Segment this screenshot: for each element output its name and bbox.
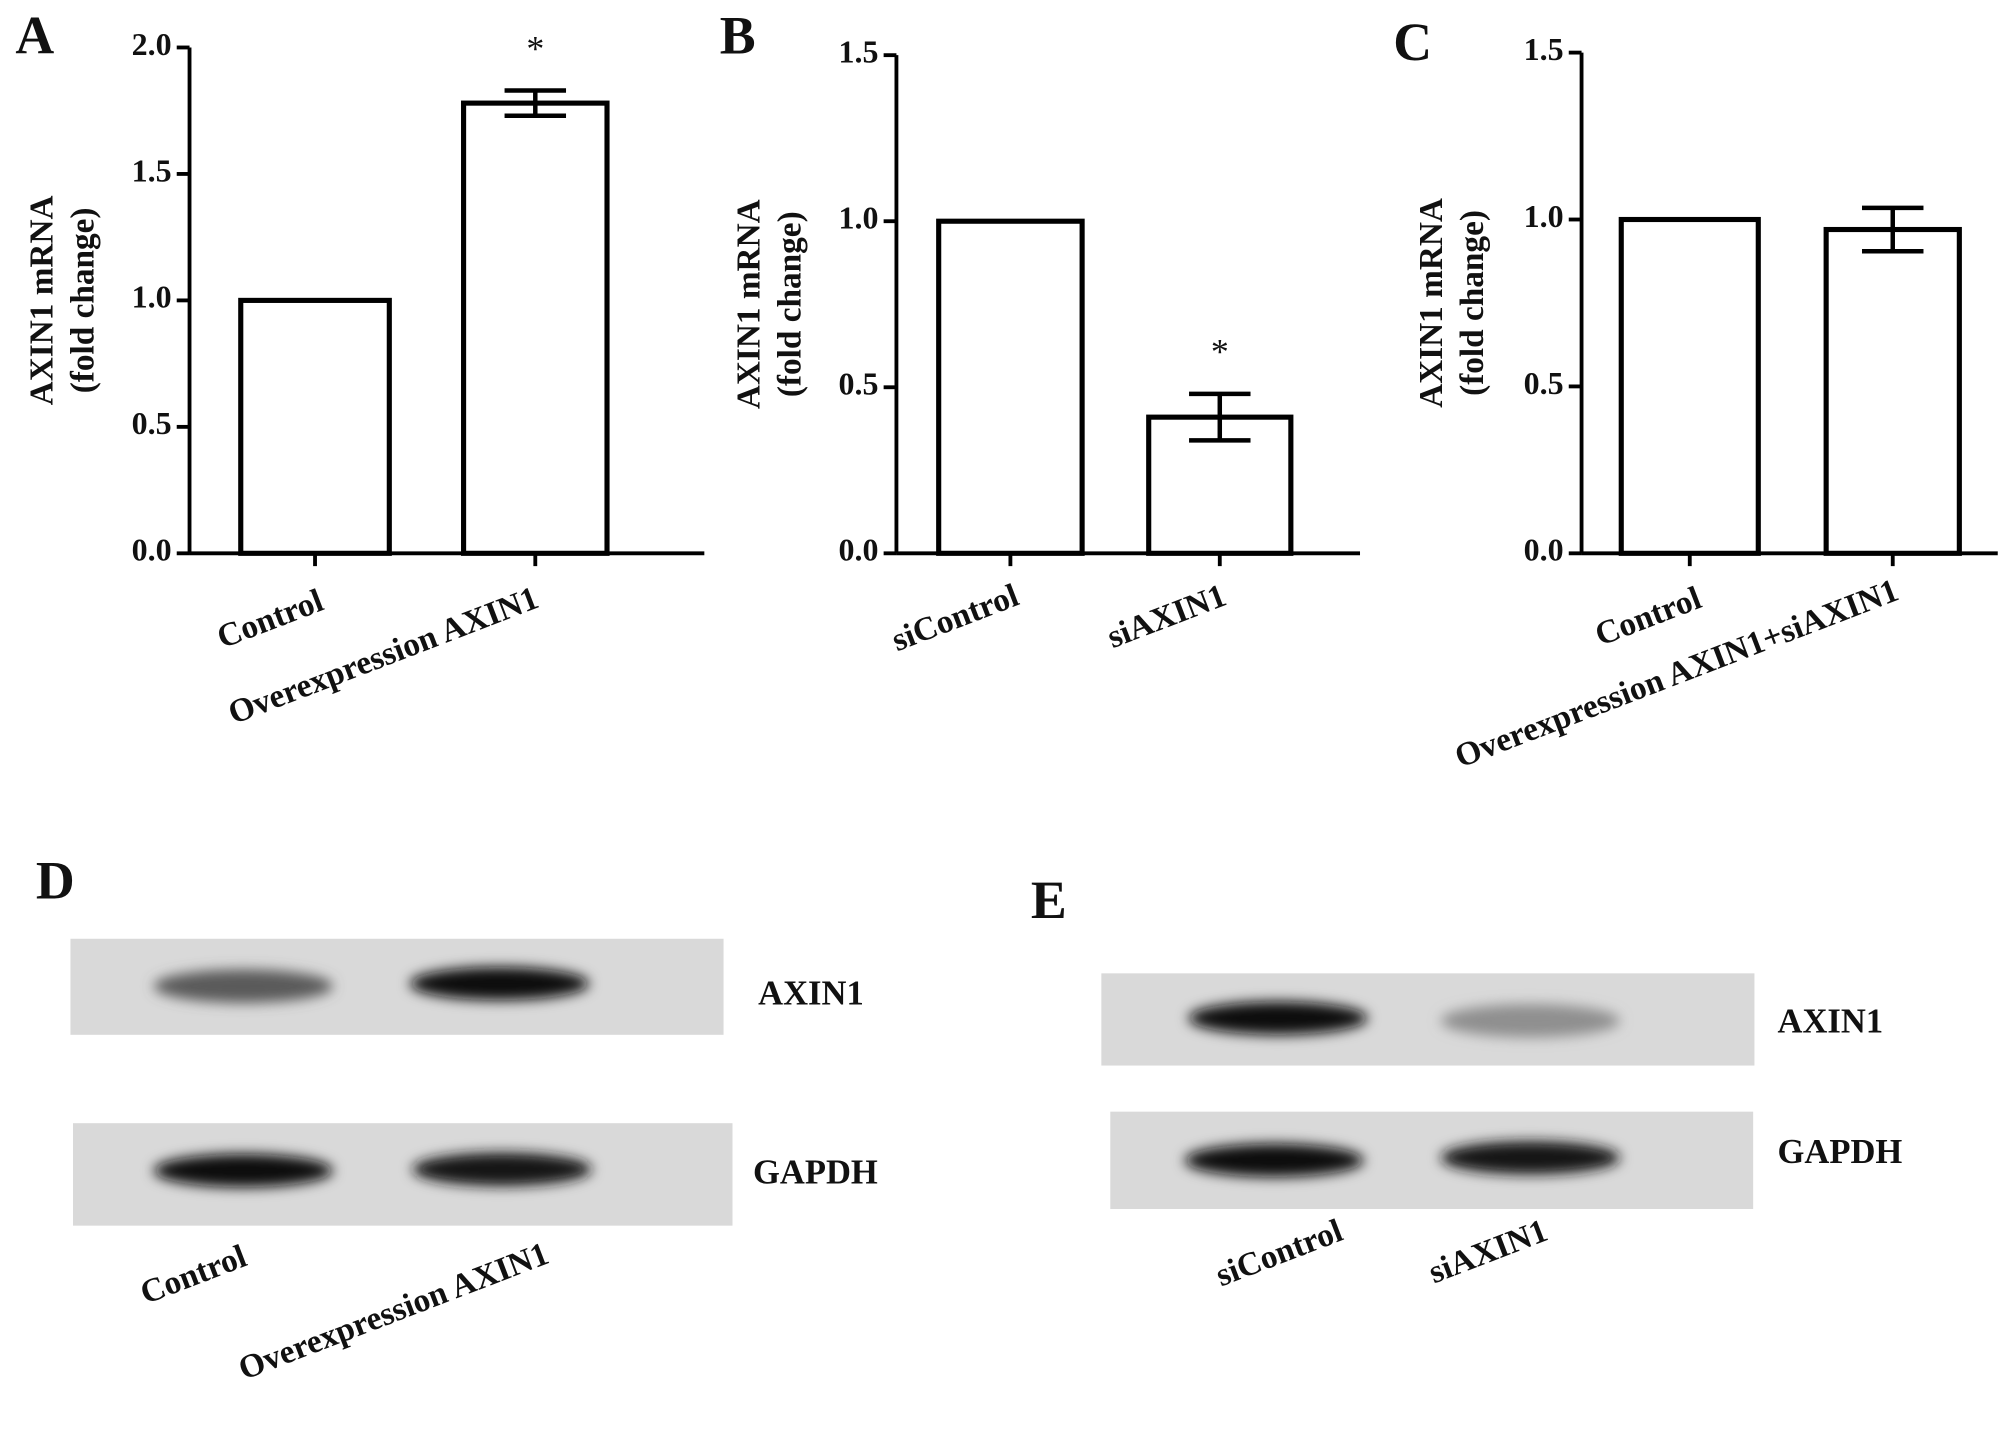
- y-axis-label: (fold change): [1454, 210, 1491, 396]
- blot-band: [153, 969, 333, 1003]
- y-tick-label: 0.0: [839, 532, 879, 568]
- lane-label: Overexpression AXIN1: [233, 1235, 553, 1387]
- bar: [461, 100, 610, 556]
- y-axis-label: AXIN1 mRNA: [1413, 198, 1450, 408]
- bar: [1618, 216, 1761, 556]
- x-tick-label: Control: [1590, 579, 1706, 653]
- panel-label: A: [15, 5, 54, 65]
- lane-label: Control: [135, 1238, 251, 1312]
- panel-label: B: [720, 5, 756, 65]
- blot-band: [1184, 1143, 1364, 1177]
- y-tick-label: 1.0: [839, 200, 879, 236]
- blot-band: [153, 1153, 333, 1188]
- y-axis-label: AXIN1 mRNA: [23, 195, 60, 405]
- bar: [238, 297, 392, 556]
- lane-label: siControl: [1211, 1212, 1348, 1294]
- y-tick-label: 0.0: [132, 532, 172, 568]
- blot-band: [1440, 1141, 1620, 1175]
- blot-row-label: AXIN1: [1777, 1003, 1883, 1041]
- lane-label: siAXIN1: [1424, 1212, 1553, 1291]
- y-axis-label: (fold change): [771, 211, 808, 397]
- y-tick-label: 1.5: [839, 34, 879, 70]
- y-tick-label: 0.5: [1524, 365, 1564, 401]
- y-axis-label: (fold change): [64, 207, 101, 393]
- panel-label: C: [1393, 12, 1432, 72]
- y-tick-label: 0.0: [1524, 532, 1564, 568]
- y-tick-label: 0.5: [132, 405, 172, 441]
- blot-row-label: AXIN1: [758, 974, 864, 1012]
- x-tick-label: siControl: [887, 577, 1024, 659]
- blot-row-label: GAPDH: [753, 1154, 878, 1192]
- blot-band: [1440, 1004, 1620, 1038]
- panel-label: E: [1031, 870, 1067, 930]
- y-tick-label: 2.0: [132, 26, 172, 62]
- bar: [1823, 226, 1962, 556]
- bar: [936, 218, 1085, 556]
- y-axis-label: AXIN1 mRNA: [730, 199, 767, 409]
- blot-band: [409, 966, 590, 1001]
- y-tick-label: 1.5: [1524, 31, 1564, 67]
- y-tick-label: 0.5: [839, 366, 879, 402]
- blot-row-label: GAPDH: [1777, 1133, 1902, 1171]
- significance-label: *: [526, 28, 544, 68]
- x-tick-label: siAXIN1: [1102, 577, 1231, 656]
- x-tick-label: Control: [212, 582, 328, 656]
- blot-band: [1188, 1001, 1368, 1035]
- panel-label: D: [36, 851, 75, 911]
- significance-label: *: [1211, 332, 1229, 372]
- blot-band: [412, 1152, 592, 1186]
- y-tick-label: 1.0: [132, 279, 172, 315]
- y-tick-label: 1.0: [1524, 198, 1564, 234]
- y-tick-label: 1.5: [132, 152, 172, 188]
